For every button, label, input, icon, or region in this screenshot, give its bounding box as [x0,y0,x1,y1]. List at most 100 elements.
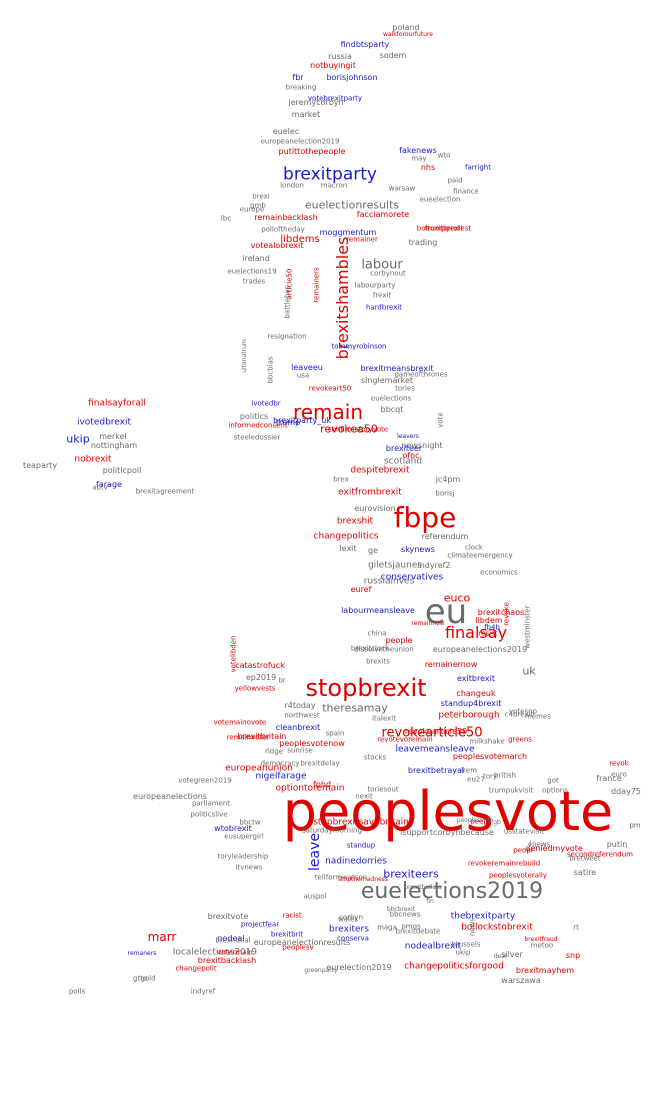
word-26: moggmentum [319,228,377,237]
word-225: lexit [339,544,357,553]
word-153: toryleadership [217,852,269,861]
word-6: brexitparty [283,164,377,185]
word-149: wtobrexit [214,824,252,833]
word-201: abtv [92,483,108,492]
word-71: poland [392,23,420,32]
word-163: projectfear [240,920,280,929]
word-37: brexitbetrayal [407,766,465,775]
word-8: finalsay [444,623,508,642]
word-244: remainnow [411,620,445,627]
word-51: brexshit [336,516,374,527]
word-202: brexitagreement [135,487,195,496]
word-21: marr [147,930,177,944]
word-119: economics [480,568,518,577]
word-164: brexitbrit [270,930,304,939]
word-107: brexitparty_uk [273,416,331,425]
word-140: peoplesvotemarch [452,752,528,761]
word-29: nigelfarage [255,771,307,782]
word-23: giletsjaunes [367,560,423,571]
word-217: remainers [312,267,321,303]
word-76: macron [320,181,348,190]
word-57: referendum [421,532,469,541]
word-14: brexiteers [383,867,439,881]
word-186: putin [606,840,628,849]
word-35: changepoliticsforgood [404,961,504,972]
word-62: eurelection2019 [326,963,392,972]
word-237: british [493,771,517,780]
word-193: memes [525,712,551,721]
word-108: leavers [397,433,419,440]
word-210: paid [447,176,463,185]
word-185: deniedmyvote [525,844,583,853]
word-144: stocks [363,753,387,762]
word-59: europeanelections [133,792,207,801]
word-79: europe [239,205,265,214]
word-220: revokeart50 [308,384,352,393]
word-105: newsnight [401,441,443,450]
word-117: fb4b [484,623,500,632]
word-42: facciamorete [356,210,410,219]
word-2: eu [424,592,468,632]
word-263: brexitfraud [524,936,558,943]
word-200: teaparty [22,461,58,470]
word-155: tellformwatson [314,873,368,882]
word-227: euref [350,585,372,594]
word-16: euco [443,591,471,605]
word-160: maga [377,923,397,932]
word-242: pm [629,821,641,830]
word-213: lbc [220,214,232,223]
word-253: deal [493,953,507,960]
word-95: informedconsent [228,421,288,430]
word-232: remainvoter [226,733,270,742]
word-235: lrem [461,766,477,775]
word-70: sodem [379,51,407,60]
word-266: brexitballots [404,884,442,891]
word-100: usa [296,371,310,380]
word-130: yellowvests [234,684,276,693]
word-25: libdems [280,234,320,245]
word-58: europeanelections2019 [432,645,528,654]
word-101: leaveeu [291,363,323,372]
word-84: euelections19 [227,267,277,276]
word-89: frexit [372,291,392,300]
word-88: labourparty [354,281,396,290]
word-40: conservatives [380,572,444,583]
word-259: stopthemadness [338,876,388,883]
word-121: clock [465,543,483,552]
word-141: milkshake [469,737,505,746]
word-132: northwest [284,711,320,720]
word-111: brex [333,475,349,484]
word-39: scotland [383,456,423,467]
word-138: democracy [260,759,300,768]
word-20: revokea50 [320,422,378,436]
word-208: europeanelection2019 [260,137,340,146]
word-50: farage [96,480,122,489]
word-120: climateemergency [447,551,513,560]
word-203: jeremycorbyn [288,98,344,107]
word-19: optiontoremain [275,783,345,794]
word-9: labour [361,257,403,273]
word-246: wales [338,915,358,924]
word-92: remainer [346,235,378,244]
word-112: jc4pm [435,475,461,484]
word-110: confirmatoryvote [327,425,389,434]
word-83: trades [242,277,266,286]
word-179: snp [565,951,581,960]
word-243: c4brexit [504,710,534,719]
word-260: remaners [127,950,157,957]
word-236: eu27 [467,775,485,784]
word-102: resignation [267,332,307,341]
word-139: brexitdelay [300,759,340,768]
word-109: ofoc [402,451,420,460]
word-146: votegreen2019 [178,776,232,785]
word-224: ultimatrum [241,339,248,373]
word-178: silver [501,950,523,959]
word-113: borisj [435,489,455,498]
word-54: standup4brexit [440,699,502,708]
word-233: br [278,676,286,685]
word-10: leave [307,833,323,871]
word-174: indyref [190,987,216,996]
word-61: localelections2019 [172,947,258,958]
word-142: italexit [372,714,396,723]
